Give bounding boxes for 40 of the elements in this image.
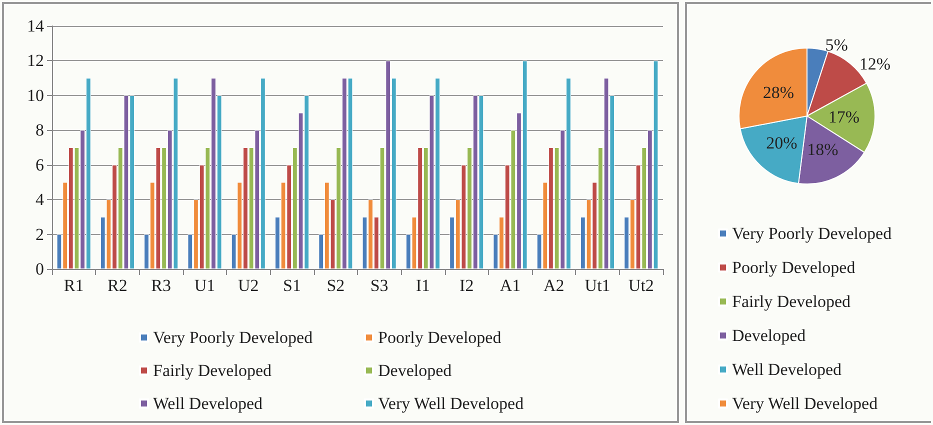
x-tick-label: U1 bbox=[194, 276, 216, 295]
legend-label: Well Developed bbox=[732, 360, 842, 379]
legend-label: Poorly Developed bbox=[732, 258, 856, 277]
x-tick-label: S1 bbox=[283, 276, 302, 295]
x-tick-label: R1 bbox=[64, 276, 84, 295]
legend-label: Very Poorly Developed bbox=[732, 224, 892, 243]
legend-label: Fairly Developed bbox=[732, 292, 851, 311]
x-tick-label: U2 bbox=[238, 276, 259, 295]
x-tick-label: Ut2 bbox=[628, 276, 654, 295]
legend-label: Very Poorly Developed bbox=[153, 328, 314, 347]
data-label: 28% bbox=[762, 82, 794, 102]
y-tick-label: 2 bbox=[36, 224, 44, 244]
x-tick-label: A2 bbox=[544, 276, 564, 295]
x-tick-label: R3 bbox=[151, 276, 172, 295]
legend-label: Well Developed bbox=[153, 394, 264, 413]
legend-label: Poorly Developed bbox=[378, 328, 502, 347]
data-label: 5% bbox=[825, 35, 848, 54]
legend-label: Fairly Developed bbox=[153, 361, 272, 380]
legend-label: Developed bbox=[378, 361, 452, 380]
data-label: 18% bbox=[807, 140, 838, 159]
data-label: 17% bbox=[828, 108, 860, 127]
y-tick-label: 14 bbox=[27, 16, 44, 36]
data-label: 20% bbox=[766, 133, 798, 152]
legend-label: Very Well Developed bbox=[378, 394, 524, 413]
x-tick-label: R2 bbox=[108, 276, 128, 295]
y-tick-label: 12 bbox=[27, 51, 44, 70]
y-tick-label: 0 bbox=[36, 260, 44, 278]
x-tick-label: I1 bbox=[416, 276, 430, 295]
x-tick-label: S3 bbox=[370, 276, 388, 295]
x-tick-label: A1 bbox=[500, 276, 521, 295]
x-tick-label: Ut1 bbox=[584, 276, 610, 295]
y-tick-label: 8 bbox=[36, 120, 44, 140]
legend-label: Very Well Developed bbox=[732, 394, 878, 413]
y-tick-label: 6 bbox=[36, 155, 44, 174]
data-label: 12% bbox=[859, 54, 891, 74]
x-tick-label: S2 bbox=[326, 276, 345, 295]
legend-label: Developed bbox=[732, 326, 806, 345]
y-tick-label: 10 bbox=[27, 86, 44, 105]
x-tick-label: I2 bbox=[460, 276, 474, 295]
y-tick-label: 4 bbox=[36, 190, 44, 210]
